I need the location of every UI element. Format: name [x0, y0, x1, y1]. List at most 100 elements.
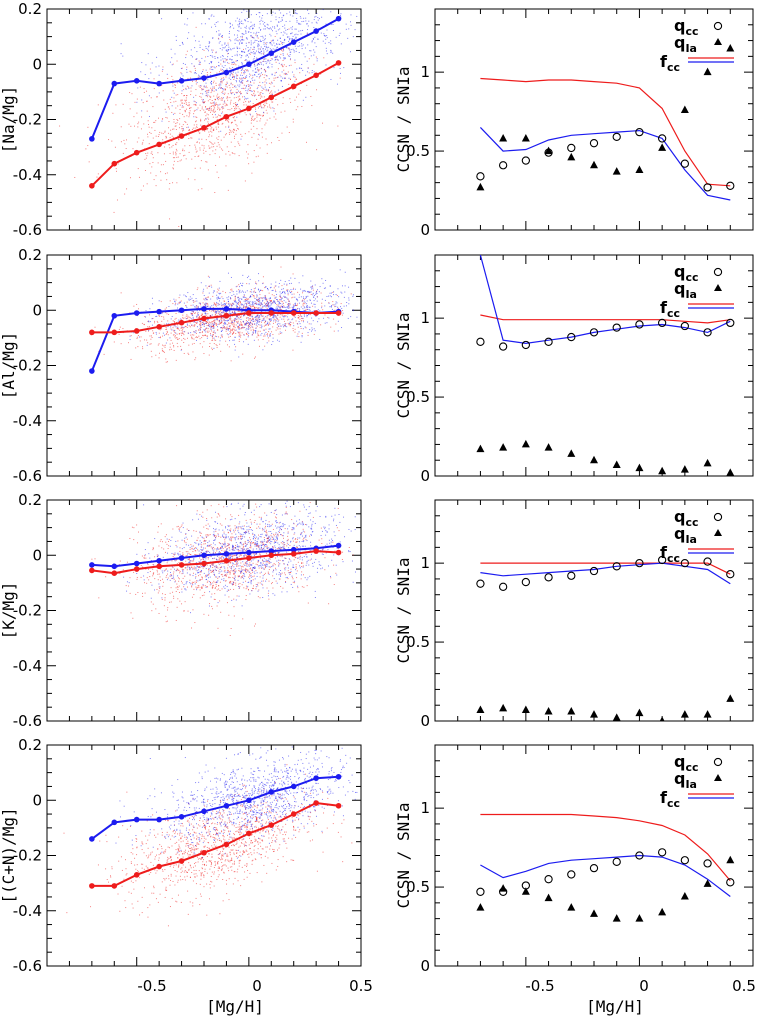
star-point	[209, 41, 211, 43]
x-tick-label-left-1: -0.5	[137, 977, 166, 995]
star-point	[260, 28, 262, 30]
star-point	[307, 67, 309, 69]
red-trend-series	[89, 60, 342, 189]
star-point	[226, 344, 228, 346]
star-point	[286, 284, 288, 286]
star-point	[231, 320, 233, 322]
star-point	[191, 310, 193, 312]
star-point	[202, 335, 204, 337]
star-point	[195, 339, 197, 341]
star-point	[322, 309, 324, 311]
star-point	[165, 136, 167, 138]
star-point	[294, 76, 296, 78]
star-point	[171, 57, 173, 59]
star-point	[343, 67, 345, 69]
star-point	[168, 323, 170, 325]
star-point	[153, 78, 155, 80]
y-tick-label: 0	[420, 467, 430, 485]
star-point	[150, 97, 152, 99]
star-point	[166, 117, 168, 119]
star-point	[124, 143, 126, 145]
star-point	[294, 288, 296, 290]
star-point	[338, 7, 339, 8]
star-point	[277, 46, 279, 48]
star-point	[167, 331, 169, 333]
star-point	[196, 289, 198, 291]
star-point	[262, 82, 264, 84]
star-point	[166, 361, 168, 363]
star-point	[203, 295, 205, 297]
star-point	[293, 74, 295, 76]
star-point	[296, 68, 298, 70]
star-point	[188, 151, 190, 153]
star-point	[248, 42, 250, 44]
star-point	[224, 311, 226, 313]
star-point	[296, 304, 298, 306]
star-point	[256, 88, 258, 90]
star-point	[208, 574, 210, 576]
star-point	[254, 71, 256, 73]
star-point	[303, 314, 305, 316]
star-point	[216, 315, 218, 317]
star-point	[304, 326, 306, 328]
star-point	[253, 51, 255, 53]
star-point	[118, 328, 120, 330]
star-point	[240, 57, 242, 59]
star-point	[211, 113, 213, 115]
star-point	[263, 69, 265, 71]
star-point	[152, 547, 154, 549]
star-point	[174, 329, 176, 331]
star-point	[276, 77, 278, 79]
star-point	[253, 82, 255, 84]
star-point	[254, 39, 256, 41]
star-point	[136, 336, 138, 338]
star-point	[278, 302, 280, 304]
star-point	[302, 275, 304, 277]
star-point	[197, 76, 199, 78]
star-point	[335, 294, 337, 296]
star-point	[195, 83, 197, 85]
star-point	[274, 315, 276, 317]
star-point	[195, 298, 197, 300]
star-point	[265, 58, 267, 60]
star-point	[274, 285, 276, 287]
star-point	[284, 110, 286, 112]
star-point	[333, 291, 335, 293]
star-point	[251, 136, 253, 138]
star-point	[260, 40, 262, 42]
star-point	[238, 328, 240, 330]
star-point	[259, 41, 261, 43]
star-point	[276, 324, 278, 326]
star-point	[275, 55, 277, 57]
star-point	[169, 183, 171, 185]
star-point	[219, 313, 221, 315]
star-point	[219, 86, 221, 88]
star-point	[197, 189, 199, 191]
star-point	[244, 97, 246, 99]
star-point	[267, 28, 269, 30]
star-point	[221, 330, 223, 332]
star-point	[260, 63, 262, 65]
star-point	[202, 71, 204, 73]
star-point	[230, 131, 232, 133]
star-point	[221, 88, 223, 90]
star-point	[177, 324, 179, 326]
star-point	[288, 318, 290, 320]
star-point	[175, 107, 177, 109]
star-point	[281, 288, 283, 290]
star-point	[177, 321, 179, 323]
star-point	[210, 328, 212, 330]
star-point	[162, 581, 164, 583]
star-point	[257, 300, 259, 302]
star-point	[172, 157, 174, 159]
star-point	[266, 334, 268, 336]
star-point	[244, 26, 246, 28]
star-point	[173, 164, 175, 166]
star-point	[274, 56, 276, 58]
star-point	[212, 323, 214, 325]
star-point	[276, 317, 278, 319]
star-point	[274, 48, 276, 50]
star-point	[290, 282, 292, 284]
star-point	[214, 99, 216, 101]
star-point	[254, 74, 256, 76]
